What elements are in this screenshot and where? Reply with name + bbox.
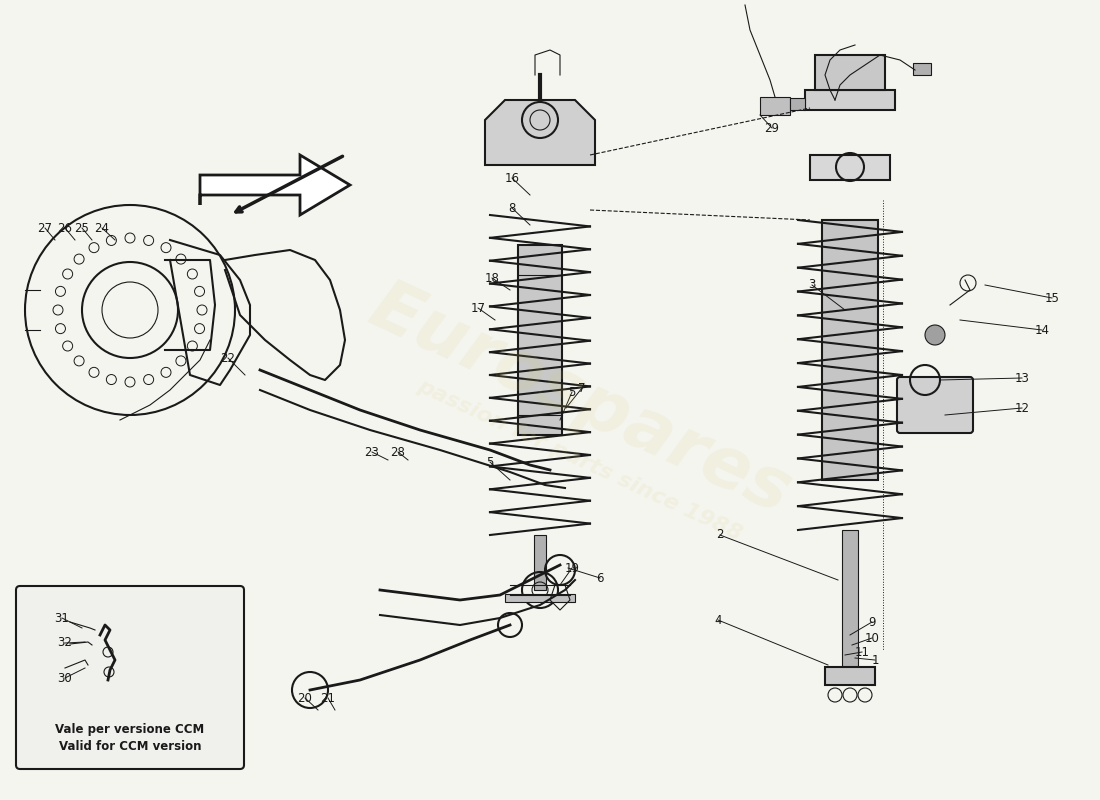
Bar <box>842 530 858 670</box>
Bar <box>534 535 546 590</box>
Bar <box>822 220 878 480</box>
Text: passion for parts since 1988: passion for parts since 1988 <box>415 376 746 544</box>
Text: 9: 9 <box>868 615 876 629</box>
Bar <box>810 155 890 180</box>
Text: 11: 11 <box>855 646 869 658</box>
Text: 1: 1 <box>871 654 879 666</box>
Bar <box>825 667 874 685</box>
Text: 5: 5 <box>569 386 575 398</box>
Bar <box>790 98 805 110</box>
Text: 7: 7 <box>579 382 585 394</box>
Text: 32: 32 <box>57 637 73 650</box>
Bar <box>815 55 886 90</box>
Text: 12: 12 <box>1014 402 1030 414</box>
Polygon shape <box>200 155 350 215</box>
Text: 14: 14 <box>1034 323 1049 337</box>
Text: 29: 29 <box>764 122 780 134</box>
Text: 22: 22 <box>220 351 235 365</box>
Text: 3: 3 <box>808 278 816 291</box>
Text: 4: 4 <box>714 614 722 626</box>
Text: Vale per versione CCM: Vale per versione CCM <box>55 723 205 737</box>
Text: 23: 23 <box>364 446 380 458</box>
Bar <box>760 97 790 115</box>
Text: 31: 31 <box>55 611 69 625</box>
Text: 15: 15 <box>1045 291 1059 305</box>
Bar <box>913 63 931 75</box>
FancyBboxPatch shape <box>896 377 974 433</box>
Text: 30: 30 <box>57 671 73 685</box>
Text: Valid for CCM version: Valid for CCM version <box>58 741 201 754</box>
Text: 10: 10 <box>865 631 879 645</box>
Text: 28: 28 <box>390 446 406 458</box>
Text: 26: 26 <box>57 222 73 234</box>
Text: 19: 19 <box>564 562 580 574</box>
Text: 2: 2 <box>716 529 724 542</box>
Text: 18: 18 <box>485 271 499 285</box>
Bar <box>505 594 575 602</box>
Bar <box>805 90 895 110</box>
Text: Eurospares: Eurospares <box>359 272 802 528</box>
Text: 21: 21 <box>320 691 336 705</box>
Text: 8: 8 <box>508 202 516 214</box>
Text: 16: 16 <box>505 171 519 185</box>
Text: 20: 20 <box>298 691 312 705</box>
Bar <box>518 245 562 435</box>
Text: 27: 27 <box>37 222 53 234</box>
Text: 6: 6 <box>596 571 604 585</box>
Polygon shape <box>485 100 595 165</box>
Text: 24: 24 <box>95 222 110 234</box>
Text: 13: 13 <box>1014 371 1030 385</box>
FancyBboxPatch shape <box>16 586 244 769</box>
Circle shape <box>925 325 945 345</box>
Text: 17: 17 <box>471 302 485 314</box>
Text: 5: 5 <box>486 455 494 469</box>
Text: 25: 25 <box>75 222 89 234</box>
